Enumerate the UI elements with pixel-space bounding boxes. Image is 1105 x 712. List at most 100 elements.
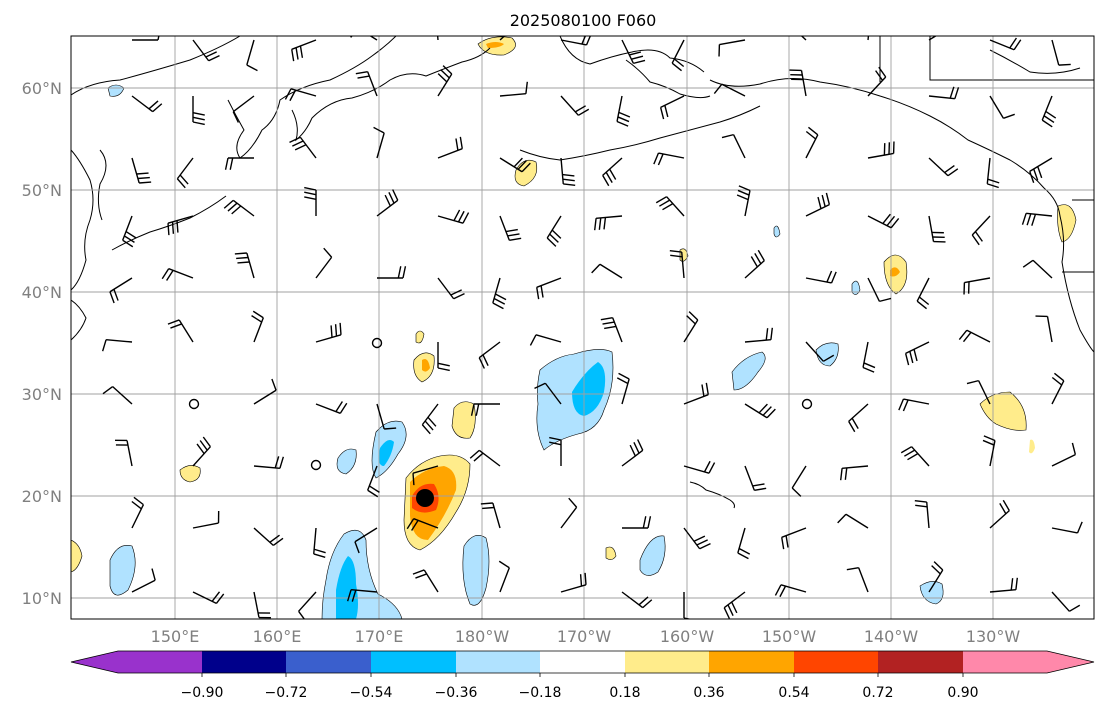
barb-flag (442, 65, 453, 75)
map-area (71, 20, 1094, 619)
barb-flag (738, 185, 751, 192)
barb-staff (1051, 39, 1060, 66)
wind-barb (1035, 315, 1053, 343)
wind-barb (655, 196, 685, 217)
barb-flag (858, 20, 869, 24)
coastline-segment (71, 149, 94, 291)
barb-flag (192, 116, 205, 121)
barb-flag (805, 130, 817, 140)
wind-barb (224, 157, 254, 170)
barb-flag (944, 165, 955, 174)
wind-barb (671, 39, 685, 72)
wind-barb (839, 465, 869, 481)
barb-flag (817, 196, 822, 209)
barb-flag (411, 519, 419, 531)
wind-barb (232, 95, 255, 123)
wind-barb (602, 157, 623, 187)
barb-flag (562, 178, 575, 182)
barb-flag (563, 183, 576, 187)
wind-barb (492, 277, 507, 310)
wind-barb (616, 95, 631, 127)
barb-staff (298, 591, 317, 612)
longitude-label: 160°E (253, 627, 302, 646)
barb-flag (397, 266, 402, 279)
wind-barb (989, 499, 1010, 529)
wind-barbs (101, 20, 1083, 619)
barb-flag (1058, 63, 1071, 66)
barb-flag (406, 518, 415, 530)
wind-barb (805, 126, 819, 159)
barb-flag (462, 212, 470, 224)
barb-flag (983, 435, 996, 442)
wind-barb (192, 96, 205, 126)
colorbar-labels: −0.90 −0.72 −0.54 −0.36 −0.18 0.18 0.36 0.54 0.7… (181, 673, 979, 701)
wind-barb (560, 36, 592, 46)
barb-flag (878, 66, 887, 78)
wind-barb (253, 591, 271, 619)
barb-flag (886, 215, 896, 227)
barb-flag (839, 468, 843, 481)
barb-flag (457, 210, 465, 223)
barb-flag (830, 271, 837, 284)
barb-flag (299, 45, 304, 58)
wind-barb (1022, 259, 1053, 279)
barb-flag (475, 403, 480, 416)
barb-flag (289, 136, 301, 143)
coastline-segment (625, 59, 711, 99)
barb-staff (867, 277, 881, 302)
barb-flag (509, 237, 522, 241)
barb-staff (805, 341, 824, 362)
wind-barb (161, 268, 194, 281)
barb-flag (227, 202, 238, 212)
barb-flag (581, 36, 587, 45)
anomaly-region-pos (71, 539, 83, 573)
colorbar-label: 0.90 (947, 685, 978, 701)
barb-flag (347, 26, 355, 35)
barb-flag (757, 249, 765, 261)
wind-barb (744, 327, 774, 343)
barb-flag (848, 421, 856, 433)
wind-barb (591, 263, 623, 279)
barb-flag (202, 436, 211, 448)
barb-flag (918, 296, 930, 306)
latitude-label: 20°N (22, 487, 62, 506)
barb-flag (196, 443, 205, 455)
wind-barb (621, 591, 653, 609)
wind-barb (805, 192, 831, 217)
graticule (71, 36, 1094, 619)
wind-barb (251, 310, 264, 343)
colorbar-label: −0.36 (435, 685, 478, 701)
barb-flag (914, 499, 927, 503)
barb-flag (295, 47, 299, 60)
coastline-segment (71, 36, 241, 96)
barb-flag (754, 253, 762, 265)
anomaly-region-pos (979, 391, 1027, 431)
barb-flag (916, 300, 927, 310)
barb-flag (478, 357, 485, 369)
barb-flag (762, 406, 772, 416)
barb-flag (346, 589, 352, 602)
wind-barb (499, 81, 529, 97)
barb-staff (928, 36, 938, 41)
barb-flag (388, 192, 395, 204)
barb-flag (136, 172, 149, 175)
barb-flag (284, 88, 292, 100)
colorbar-extend-high (1047, 651, 1094, 673)
barb-flag (616, 120, 629, 127)
wind-barb (101, 339, 133, 352)
wind-barb (470, 403, 500, 416)
colorbar-swatch (963, 651, 1047, 673)
barb-staff (719, 39, 746, 46)
wind-barb (253, 456, 285, 469)
barb-flag (498, 560, 510, 569)
anomaly-region-neg (773, 225, 781, 238)
barb-flag (638, 596, 649, 606)
wind-barb (1051, 591, 1081, 612)
barb-flag (252, 310, 264, 319)
barb-flag (974, 231, 983, 242)
barb-flag (392, 189, 399, 201)
barb-flag (170, 323, 182, 329)
barb-flag (875, 70, 884, 81)
anomaly-region-neg (851, 280, 861, 295)
